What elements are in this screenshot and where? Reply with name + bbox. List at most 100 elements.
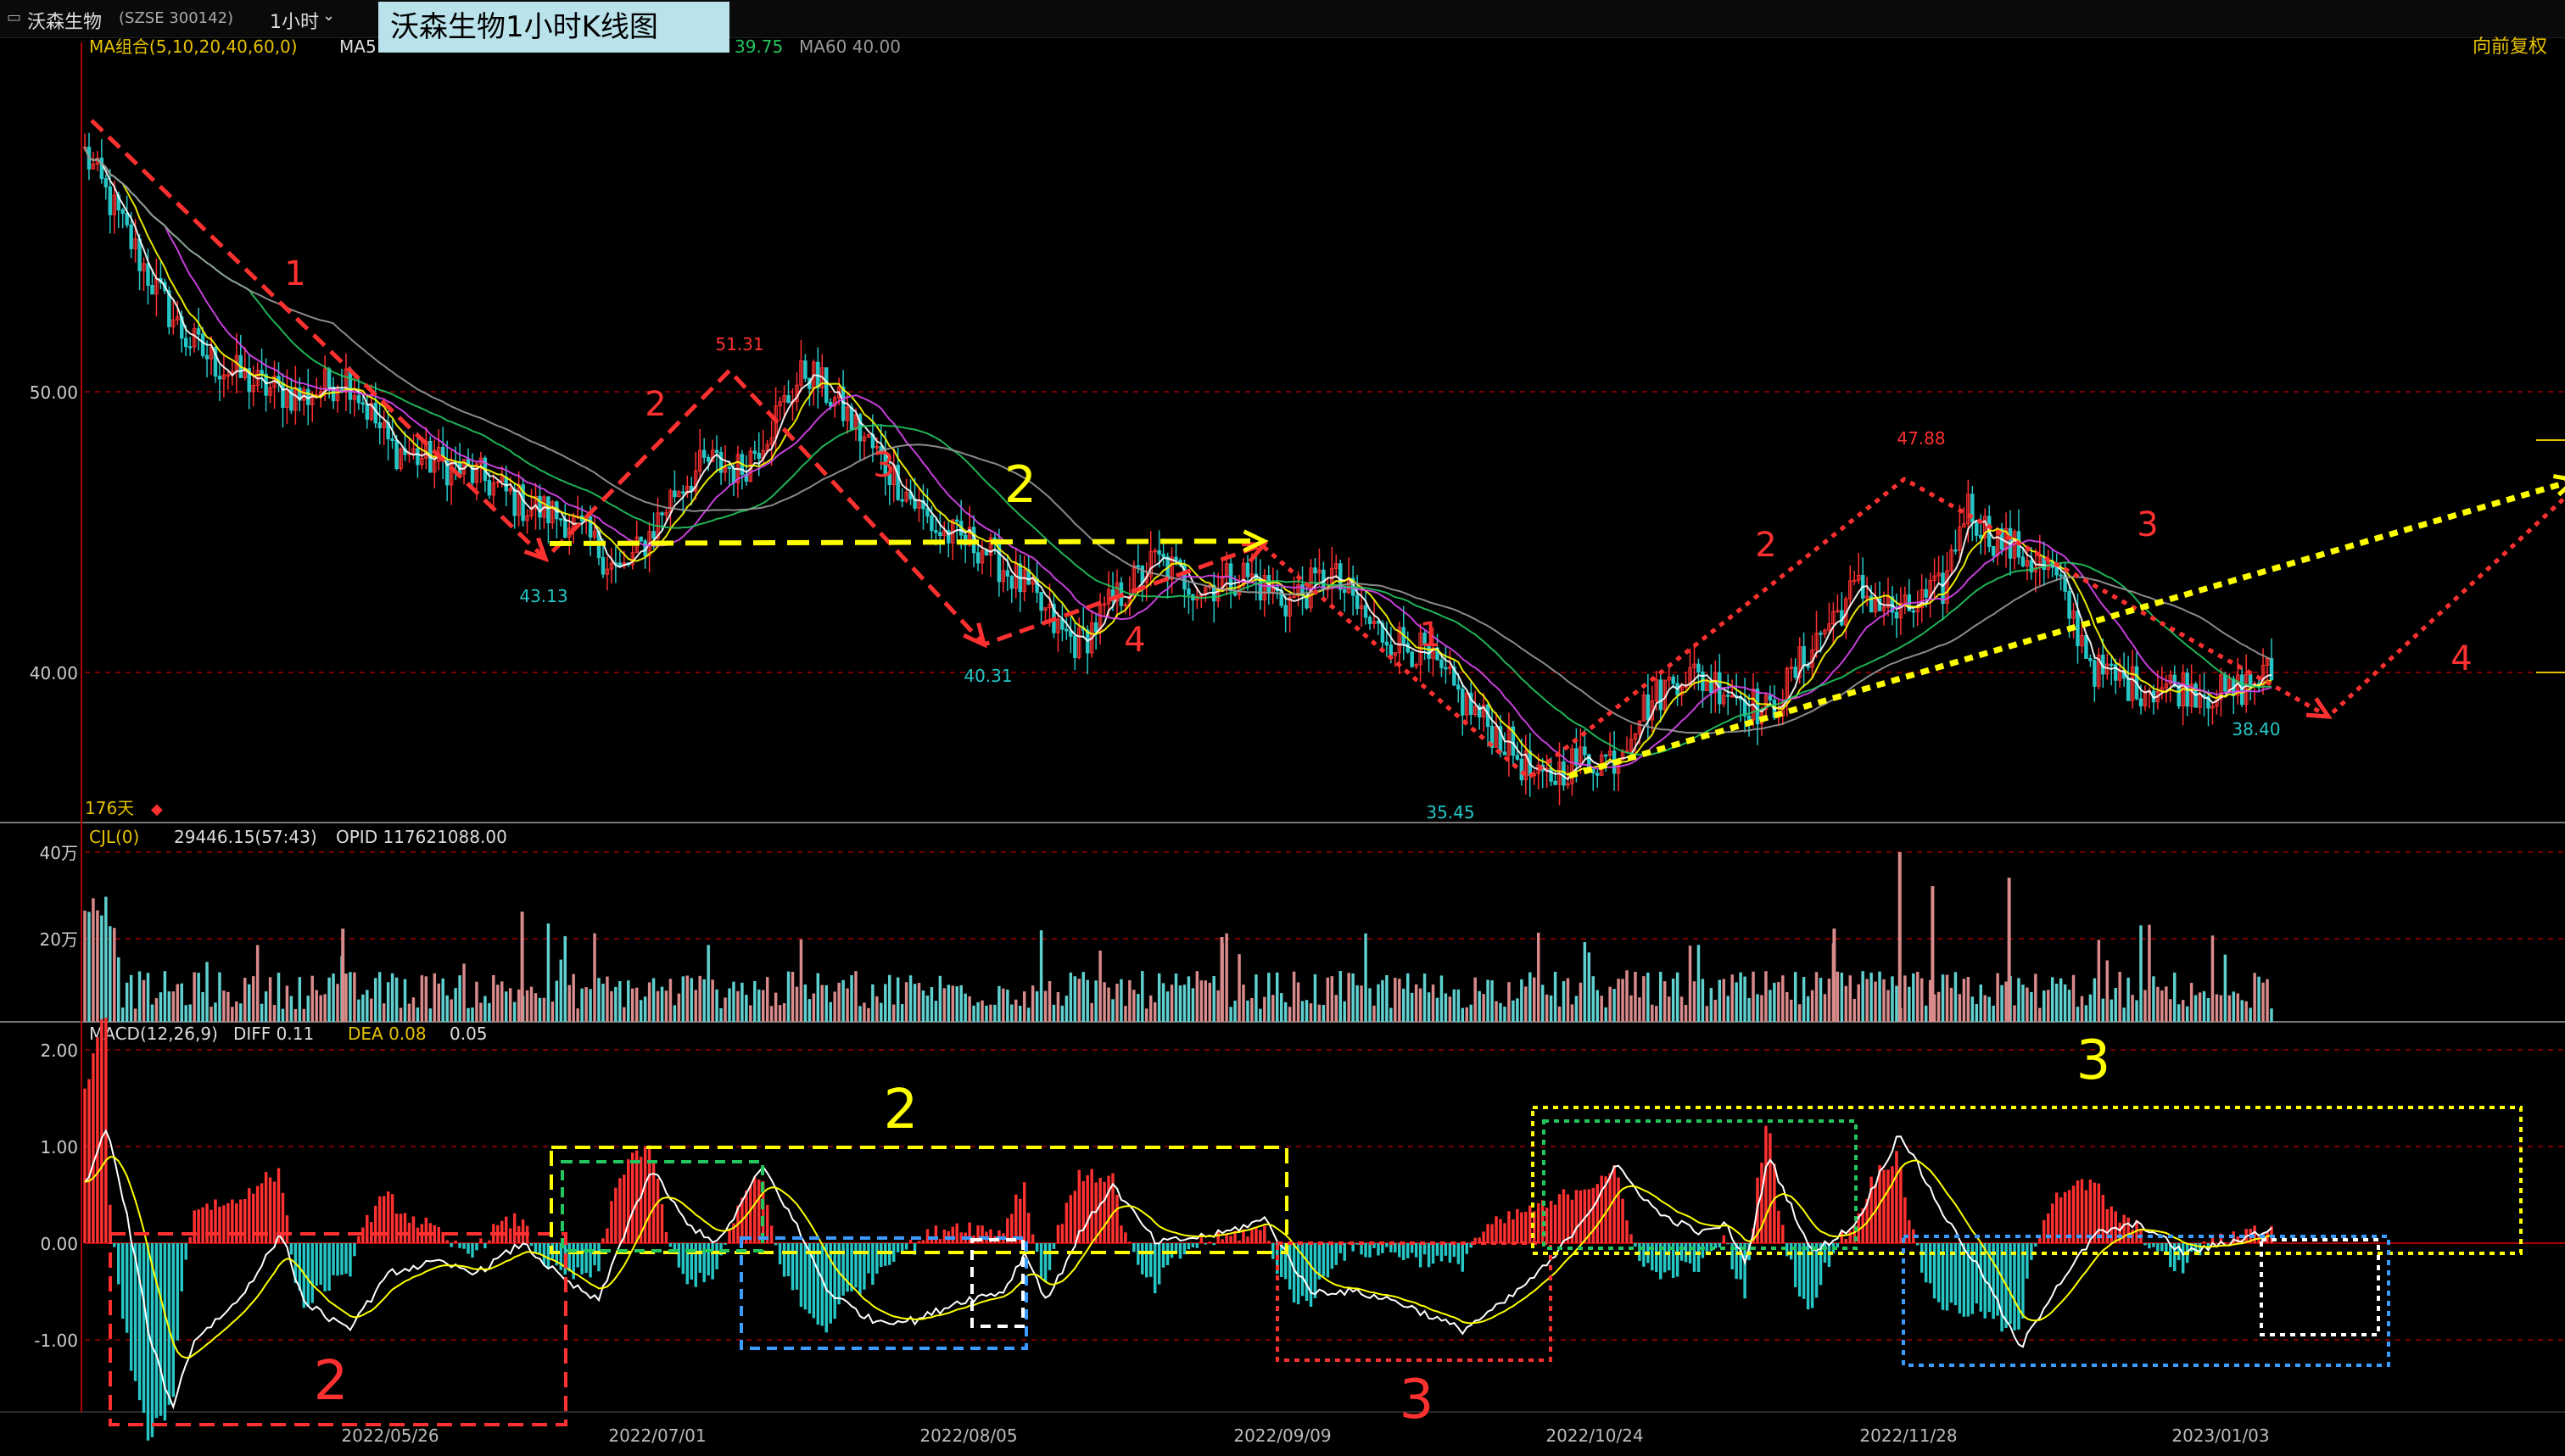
candle [1877, 598, 1882, 611]
volume-bar [812, 993, 816, 1022]
volume-bar [1094, 980, 1098, 1022]
volume-bar [2013, 1005, 2016, 1022]
volume-bar [1739, 972, 1742, 1022]
candle [1410, 651, 1414, 667]
ma5-label: MA5 [339, 36, 377, 57]
macd-box-blue [740, 1236, 1028, 1350]
candle [91, 164, 96, 170]
volume-bar [1275, 972, 1279, 1022]
candle [1920, 589, 1924, 609]
chevron-down-icon[interactable]: ⌄ [322, 7, 336, 25]
box-label: 2 [314, 1350, 349, 1413]
volume-bar [159, 992, 163, 1022]
volume-bar [298, 977, 302, 1022]
candle [938, 532, 942, 537]
volume-bar [1065, 996, 1069, 1022]
volume-bar [1473, 977, 1477, 1022]
volume-bar [681, 976, 685, 1022]
candle [525, 515, 529, 522]
ma-legend[interactable]: MA组合(5,10,20,40,60,0) [89, 36, 298, 57]
volume-bar [2122, 1007, 2126, 1022]
candle [487, 480, 492, 496]
volume-bar [601, 983, 605, 1022]
volume-bar [420, 975, 424, 1022]
adjust-label[interactable]: 向前复权 [2473, 36, 2547, 58]
volume-bar [1966, 977, 1970, 1022]
candle [120, 209, 125, 215]
volume-bar [1516, 998, 1519, 1022]
volume-bar [1398, 979, 1401, 1022]
volume-bar [1814, 972, 1819, 1022]
arrow-icon [2305, 697, 2333, 719]
candle [1367, 616, 1372, 624]
volume-bar [1086, 979, 1089, 1022]
volume-bar [332, 973, 335, 1022]
volume-bar [1052, 1004, 1056, 1022]
volume-bar [1153, 1001, 1157, 1022]
volume-bar [867, 1007, 870, 1022]
macd-box-white-dotted [2260, 1238, 2380, 1336]
candle [2223, 674, 2227, 692]
volume-bar [1953, 972, 1958, 1022]
candle [2164, 683, 2169, 689]
candle [563, 518, 567, 538]
volume-bar [2007, 878, 2011, 1022]
candle [213, 346, 218, 377]
volume-bar [1634, 971, 1637, 1022]
volume-bar [1536, 932, 1540, 1022]
candle [508, 488, 512, 492]
candle [2054, 566, 2059, 576]
y-tick-vol-40: 40万 [40, 843, 78, 863]
volume-bar [1405, 973, 1410, 1022]
period-selector[interactable]: 1小时 [270, 12, 319, 33]
volume-bar [1422, 973, 1427, 1022]
candle [1570, 748, 1574, 784]
volume-bar [1069, 972, 1073, 1022]
volume-bar [1924, 1005, 1928, 1022]
stock-name[interactable]: 沃森生物 [27, 12, 103, 33]
volume-bar [1949, 987, 1953, 1022]
volume-bar [1617, 979, 1620, 1022]
volume-bar [576, 1008, 579, 1022]
volume-bar [2059, 978, 2063, 1022]
candle [1077, 627, 1081, 658]
vol-label[interactable]: CJL(0) [89, 827, 139, 847]
volume-bar [964, 993, 967, 1022]
volume-bar [285, 985, 289, 1022]
candle [1414, 664, 1418, 667]
candle [845, 406, 850, 421]
volume-bar [2110, 999, 2113, 1022]
candle [2215, 699, 2219, 707]
candle [1468, 692, 1473, 715]
candle [701, 449, 707, 458]
candle [1174, 556, 1178, 561]
volume-bar [1208, 982, 1211, 1022]
volume-bar [2030, 991, 2033, 1022]
volume-bar [462, 963, 466, 1022]
volume-bar [614, 986, 618, 1022]
candle [1161, 554, 1165, 558]
candle [2020, 556, 2026, 566]
volume-bar [117, 957, 120, 1022]
volume-bar [1385, 974, 1389, 1022]
macd-label[interactable]: MACD(12,26,9) [89, 1024, 218, 1044]
volume-bar [673, 1005, 677, 1022]
volume-bar [1836, 971, 1840, 1022]
candle [1894, 611, 1899, 619]
volume-bar [1305, 1000, 1309, 1022]
menu-icon[interactable]: ▭ [7, 8, 22, 26]
volume-bar [1908, 986, 1911, 1022]
candle [681, 491, 685, 494]
volume-bar [1540, 985, 1545, 1022]
volume-bar [222, 990, 226, 1022]
candle [1405, 643, 1410, 653]
volume-bar [120, 1007, 125, 1022]
volume-bar [92, 898, 95, 1022]
volume-bar [100, 915, 103, 1022]
volume-bar [1692, 981, 1696, 1022]
candle [2088, 657, 2093, 661]
volume-bar [1840, 972, 1844, 1022]
candle [2143, 690, 2148, 706]
volume-bar [2244, 1001, 2248, 1022]
volume-bar [1587, 952, 1591, 1022]
